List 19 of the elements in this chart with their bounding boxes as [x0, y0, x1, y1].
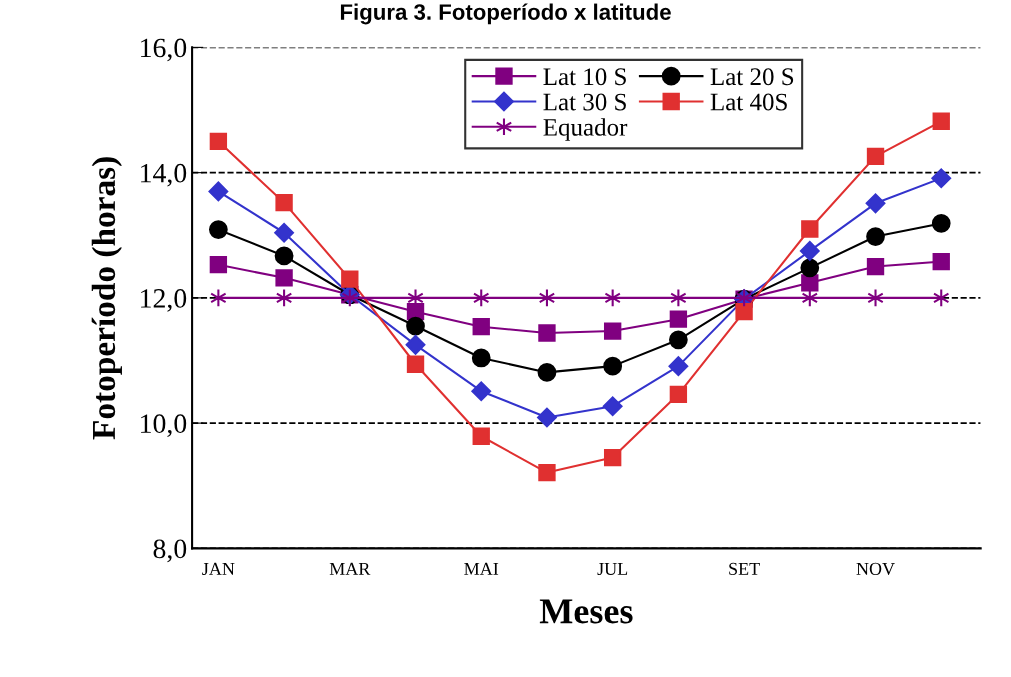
legend-label: Equador	[543, 118, 628, 141]
y-tick-label: 10,0	[141, 414, 187, 438]
legend-label: Lat 20 S	[710, 68, 794, 86]
x-tick-label: JUL	[597, 562, 628, 575]
x-tick-label: SET	[729, 562, 760, 575]
y-tick-label: 14,0	[141, 163, 187, 187]
legend-label: Lat 10 S	[543, 68, 626, 86]
legend-label: Lat 40S	[710, 93, 787, 111]
y-tick-label: 8,0	[153, 539, 187, 563]
x-tick-label: NOV	[856, 562, 895, 576]
x-tick-label: JAN	[202, 562, 235, 575]
chart-title: Figura 3. Fotoperíodo x latitude	[340, 3, 671, 25]
legend-label: Lat 30 S	[543, 93, 626, 111]
y-tick-label: 12,0	[141, 289, 187, 312]
x-axis-title: Meses	[539, 599, 633, 624]
y-axis-title: Fotoperíodo (horas)	[91, 157, 122, 440]
x-tick-label: MAR	[329, 562, 371, 575]
y-tick-label: 16,0	[141, 38, 187, 62]
x-tick-label: MAI	[464, 562, 499, 575]
